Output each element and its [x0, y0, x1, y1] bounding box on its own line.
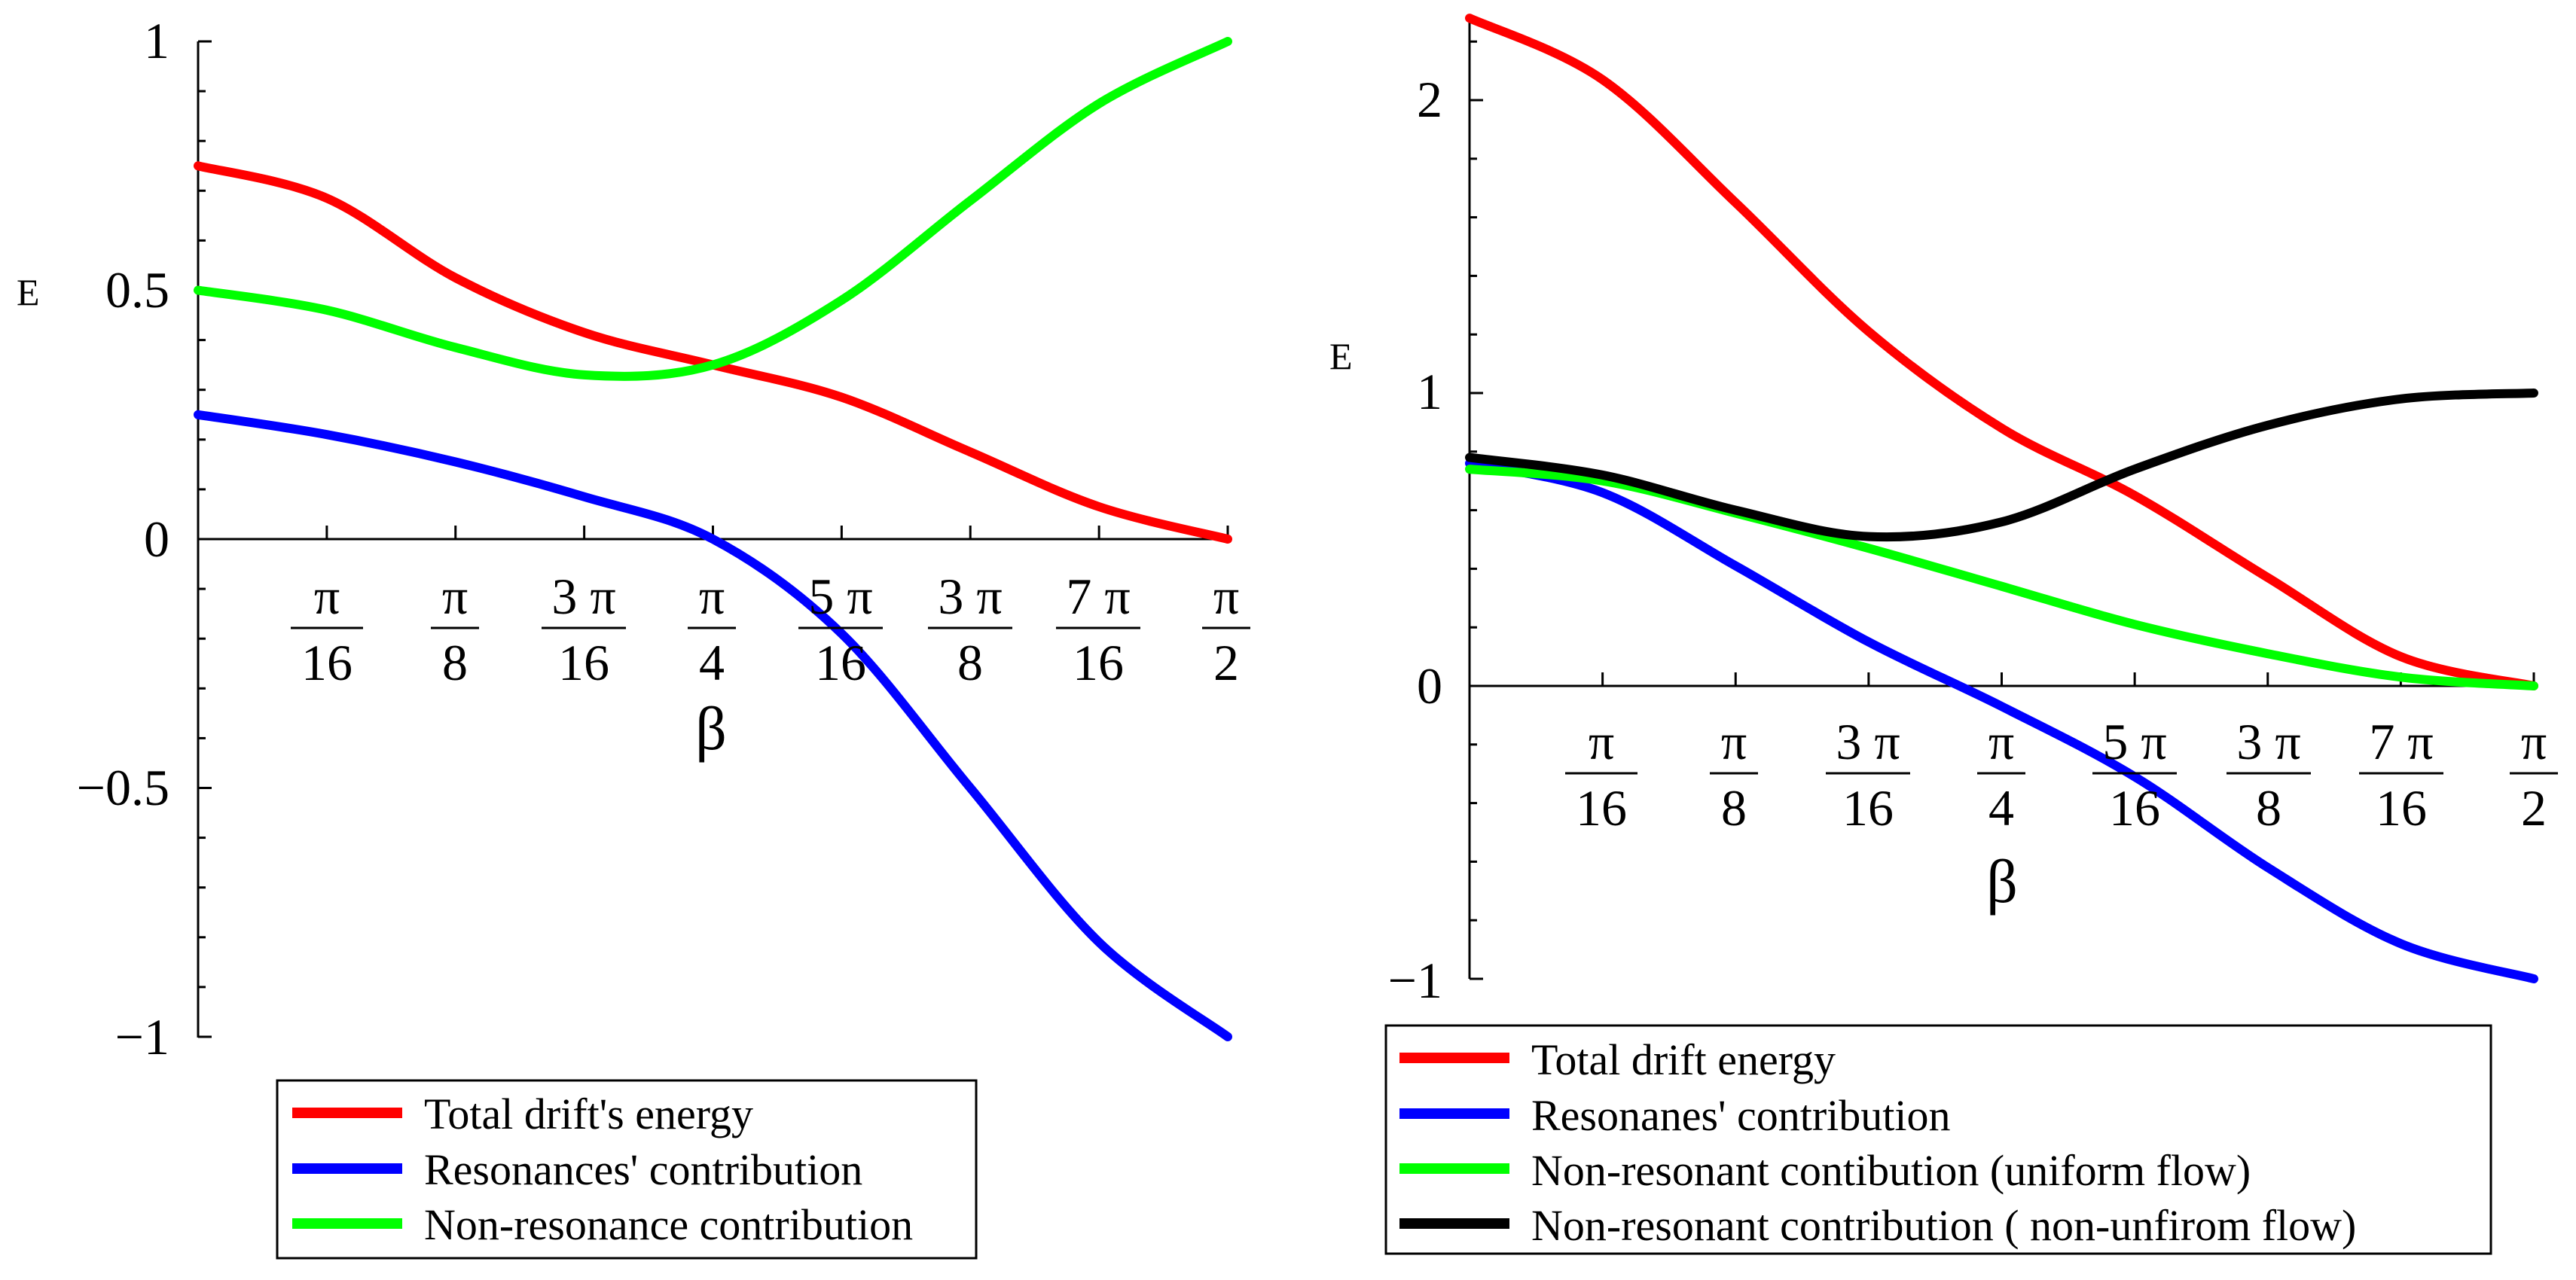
- svg-text:16: 16: [1576, 779, 1627, 837]
- svg-text:16: 16: [1842, 779, 1894, 837]
- left-xtick-label: 3 π 16: [542, 568, 626, 691]
- svg-text:16: 16: [815, 634, 866, 691]
- legend-label: Non-resonant contibution (uniform flow): [1531, 1146, 2251, 1195]
- svg-text:16: 16: [1073, 634, 1124, 691]
- right-xtick-label: 3 π 8: [2227, 713, 2311, 837]
- svg-text:4: 4: [699, 634, 725, 691]
- svg-text:π: π: [1213, 568, 1239, 625]
- right-y-axis-title: E: [1329, 335, 1353, 377]
- svg-text:3 π: 3 π: [551, 568, 615, 625]
- legend-label: Resonances' contribution: [424, 1145, 862, 1194]
- right-xtick-label: π 2: [2510, 713, 2558, 837]
- right-xtick-label: π 8: [1710, 713, 1758, 837]
- svg-text:3 π: 3 π: [1836, 713, 1900, 770]
- svg-text:2: 2: [2521, 779, 2547, 837]
- right-ytick-label: 0: [1417, 657, 1442, 715]
- left-ytick-label: 1: [144, 12, 169, 69]
- left-ytick-label: 0.5: [105, 261, 169, 318]
- right-series-line-3: [1465, 389, 2538, 542]
- svg-text:16: 16: [2109, 779, 2160, 837]
- left-xtick-label: 7 π 16: [1056, 568, 1140, 691]
- left-chart: 1 0.5 0 −0.5 −1 E π 16 π 8 3 π 16 π 4 5 …: [17, 12, 1250, 1260]
- svg-text:π: π: [2521, 713, 2547, 770]
- legend-label: Resonanes' contribution: [1531, 1091, 1951, 1140]
- svg-text:π: π: [1589, 713, 1614, 770]
- left-xtick-label: π 8: [431, 568, 479, 691]
- left-series-line-0: [194, 161, 1232, 544]
- svg-text:8: 8: [2256, 779, 2281, 837]
- svg-text:π: π: [314, 568, 340, 625]
- left-ytick-label: −0.5: [77, 759, 169, 816]
- left-xtick-label: π 4: [688, 568, 736, 691]
- svg-text:16: 16: [2376, 779, 2427, 837]
- svg-text:3 π: 3 π: [938, 568, 1002, 625]
- legend-label: Total drift's energy: [424, 1090, 753, 1138]
- svg-text:4: 4: [1988, 779, 2014, 837]
- svg-text:5 π: 5 π: [2102, 713, 2166, 770]
- right-series-line-1: [1465, 459, 2538, 983]
- svg-text:π: π: [1721, 713, 1747, 770]
- right-xtick-label: 3 π 16: [1826, 713, 1910, 837]
- right-chart: 2 1 0 −1 E π 16 π 8 3 π 16 π 4 5 π: [1329, 14, 2558, 1255]
- svg-text:7 π: 7 π: [1066, 568, 1130, 625]
- left-y-axis-title: E: [17, 271, 40, 313]
- right-xtick-label: 5 π 16: [2092, 713, 2177, 837]
- legend-label: Non-resonance contribution: [424, 1200, 913, 1249]
- right-xtick-label: π 4: [1977, 713, 2025, 837]
- svg-text:5 π: 5 π: [808, 568, 872, 625]
- right-xtick-label: π 16: [1565, 713, 1637, 837]
- svg-text:16: 16: [301, 634, 353, 691]
- left-xtick-label: π 16: [291, 568, 363, 691]
- left-xtick-label: π 2: [1202, 568, 1250, 691]
- left-series-line-1: [194, 410, 1232, 1041]
- svg-text:3 π: 3 π: [2236, 713, 2300, 770]
- right-legend: Total drift energy Resonanes' contributi…: [1384, 1024, 2492, 1255]
- svg-text:8: 8: [442, 634, 468, 691]
- right-xtick-label: 7 π 16: [2359, 713, 2443, 837]
- svg-text:8: 8: [1721, 779, 1747, 837]
- right-series-line-0: [1465, 14, 2538, 690]
- svg-text:7 π: 7 π: [2369, 713, 2433, 770]
- left-ytick-label: 0: [144, 510, 169, 568]
- left-ytick-label: −1: [115, 1008, 169, 1065]
- svg-text:16: 16: [558, 634, 609, 691]
- right-ytick-label: −1: [1388, 952, 1442, 1009]
- right-x-axis-title: β: [1986, 847, 2018, 916]
- left-x-axis-title: β: [695, 694, 727, 763]
- svg-text:π: π: [442, 568, 468, 625]
- right-legend-box: [1384, 1024, 2492, 1255]
- left-xtick-label: 3 π 8: [928, 568, 1012, 691]
- svg-text:π: π: [699, 568, 725, 625]
- svg-text:8: 8: [957, 634, 983, 691]
- left-xtick-label: 5 π 16: [798, 568, 883, 691]
- right-ytick-label: 2: [1417, 71, 1442, 128]
- left-series-line-2: [194, 37, 1232, 381]
- legend-label: Non-resonant contribution ( non-unfirom …: [1531, 1201, 2356, 1250]
- svg-text:2: 2: [1213, 634, 1239, 691]
- left-legend: Total drift's energy Resonances' contrib…: [276, 1079, 978, 1260]
- svg-text:π: π: [1988, 713, 2014, 770]
- right-ytick-label: 1: [1417, 363, 1442, 420]
- legend-label: Total drift energy: [1531, 1035, 1836, 1084]
